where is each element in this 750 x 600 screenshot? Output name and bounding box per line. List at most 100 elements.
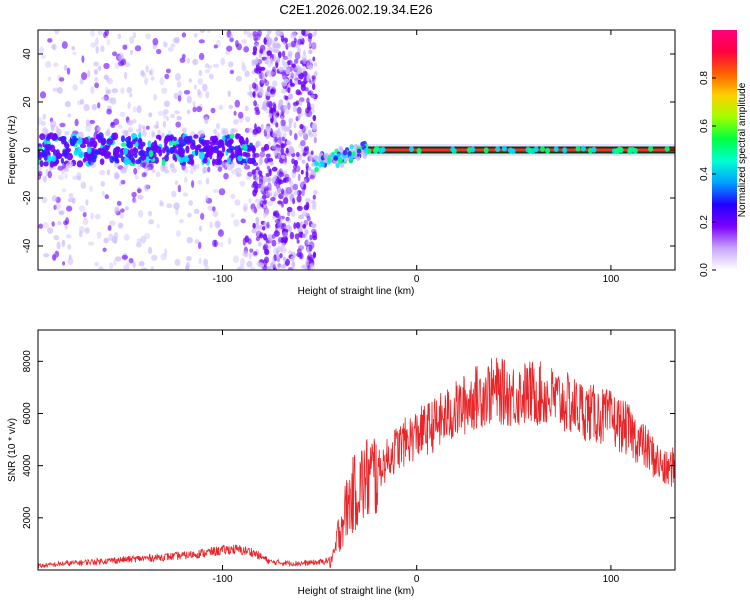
- spectrogram-mark: [157, 110, 164, 116]
- spectrogram-mark: [289, 147, 295, 155]
- colorbar-tick-label: 0.6: [699, 119, 710, 133]
- spectrogram-mark: [265, 207, 270, 216]
- spectrogram-mark: [281, 264, 286, 269]
- spectrogram-mark: [135, 159, 142, 165]
- spectrogram-mark: [307, 65, 314, 70]
- spectrogram-mark: [129, 93, 133, 98]
- spectrogram-mark: [159, 199, 164, 206]
- spectrogram-mark: [301, 125, 306, 133]
- spectrogram-mark: [72, 175, 79, 180]
- spectrogram-mark: [310, 108, 316, 114]
- spectrogram-mark: [132, 261, 136, 269]
- spectrogram-mark: [269, 168, 272, 177]
- spectrogram-mark: [165, 146, 170, 153]
- spectrogram-mark: [416, 147, 422, 154]
- spectrogram-mark: [165, 68, 171, 74]
- spectrogram-mark: [97, 102, 101, 109]
- spectrogram-mark: [228, 61, 234, 68]
- spectrogram-mark: [164, 135, 172, 141]
- spectrogram-mark: [103, 62, 110, 70]
- spectrogram-mark: [280, 35, 285, 43]
- spectrogram-mark: [272, 66, 276, 72]
- y-tick-label: -40: [22, 238, 33, 253]
- spectrogram-mark: [272, 211, 277, 217]
- spectrogram-mark: [237, 111, 244, 119]
- x-tick-label: 100: [603, 274, 620, 285]
- spectrogram-mark: [77, 137, 83, 145]
- spectrogram-mark: [242, 162, 248, 168]
- spectrogram-mark: [123, 264, 130, 270]
- spectrogram-mark: [288, 93, 294, 100]
- spectrogram-mark: [266, 59, 273, 68]
- spectrogram-mark: [45, 61, 52, 68]
- spectrogram-mark: [253, 251, 258, 256]
- x-tick-label: 0: [414, 574, 420, 585]
- spectrogram-mark: [193, 164, 197, 172]
- spectrogram-mark: [49, 144, 56, 153]
- spectrogram-marks: [38, 30, 675, 270]
- spectrogram-mark: [231, 169, 238, 175]
- spectrogram-mark: [260, 123, 264, 130]
- spectrogram-mark: [295, 44, 301, 49]
- spectrogram-mark: [320, 162, 325, 168]
- spectrogram-mark: [227, 138, 234, 145]
- spectrogram-mark: [300, 169, 304, 175]
- spectrogram-mark: [61, 240, 66, 248]
- spectrogram-mark: [94, 37, 99, 46]
- spectrogram-mark: [132, 197, 136, 203]
- spectrogram-mark: [128, 257, 134, 264]
- spectrogram-mark: [122, 44, 128, 50]
- spectrogram-mark: [145, 146, 151, 152]
- spectrogram-mark: [217, 166, 223, 172]
- spectrogram-mark: [198, 257, 202, 265]
- spectrogram-mark: [136, 241, 142, 248]
- spectrogram-mark: [273, 174, 278, 180]
- spectrogram-mark: [291, 210, 296, 217]
- spectrogram-mark: [188, 200, 193, 206]
- spectrogram-mark: [269, 88, 276, 95]
- spectrogram-mark: [106, 169, 111, 176]
- spectrogram-mark: [259, 79, 265, 88]
- spectrogram-mark: [278, 99, 284, 107]
- spectrogram-mark: [312, 56, 316, 62]
- spectrogram-mark: [213, 239, 218, 248]
- spectrogram-mark: [508, 147, 513, 154]
- spectrogram-mark: [82, 217, 89, 226]
- spectrogram-mark: [241, 61, 246, 67]
- spectrogram-mark: [309, 234, 313, 241]
- spectrogram-mark: [193, 33, 198, 38]
- y-tick-label: 2000: [22, 506, 33, 529]
- spectrogram-mark: [266, 157, 271, 162]
- spectrogram-mark: [176, 230, 181, 237]
- spectrogram-mark: [268, 177, 272, 182]
- spectrogram-mark: [112, 51, 118, 57]
- spectrogram-mark: [41, 196, 48, 204]
- snr-xlabel: Height of straight line (km): [298, 586, 415, 597]
- spectrogram-mark: [173, 136, 177, 141]
- spectrogram-mark: [210, 107, 216, 114]
- spectrogram-mark: [283, 61, 288, 69]
- spectrogram-mark: [47, 170, 52, 179]
- spectrogram-mark: [312, 131, 317, 138]
- spectrogram-mark: [182, 155, 190, 163]
- spectrogram-mark: [42, 221, 49, 229]
- spectrogram-mark: [268, 192, 273, 197]
- spectrogram-mark: [124, 206, 129, 211]
- spectrogram-mark: [246, 260, 253, 268]
- spectrogram-mark: [39, 133, 46, 141]
- spectrogram-mark: [38, 152, 41, 157]
- spectrogram-mark: [310, 103, 315, 110]
- spectrogram-mark: [290, 82, 295, 87]
- spectrogram-mark: [540, 146, 545, 152]
- spectrogram-mark: [151, 129, 155, 137]
- colorbar-label: Normalized spectral amplitude: [737, 82, 748, 217]
- spectrogram-mark: [82, 212, 87, 218]
- spectrogram-mark: [303, 178, 307, 185]
- spectrogram-mark: [120, 142, 127, 147]
- spectrogram-mark: [72, 135, 77, 141]
- spectrogram-mark: [298, 129, 303, 137]
- y-tick-label: -20: [22, 190, 33, 205]
- spectrogram-mark: [261, 73, 266, 81]
- spectrogram-mark: [349, 144, 354, 150]
- spectrogram-mark: [241, 65, 247, 72]
